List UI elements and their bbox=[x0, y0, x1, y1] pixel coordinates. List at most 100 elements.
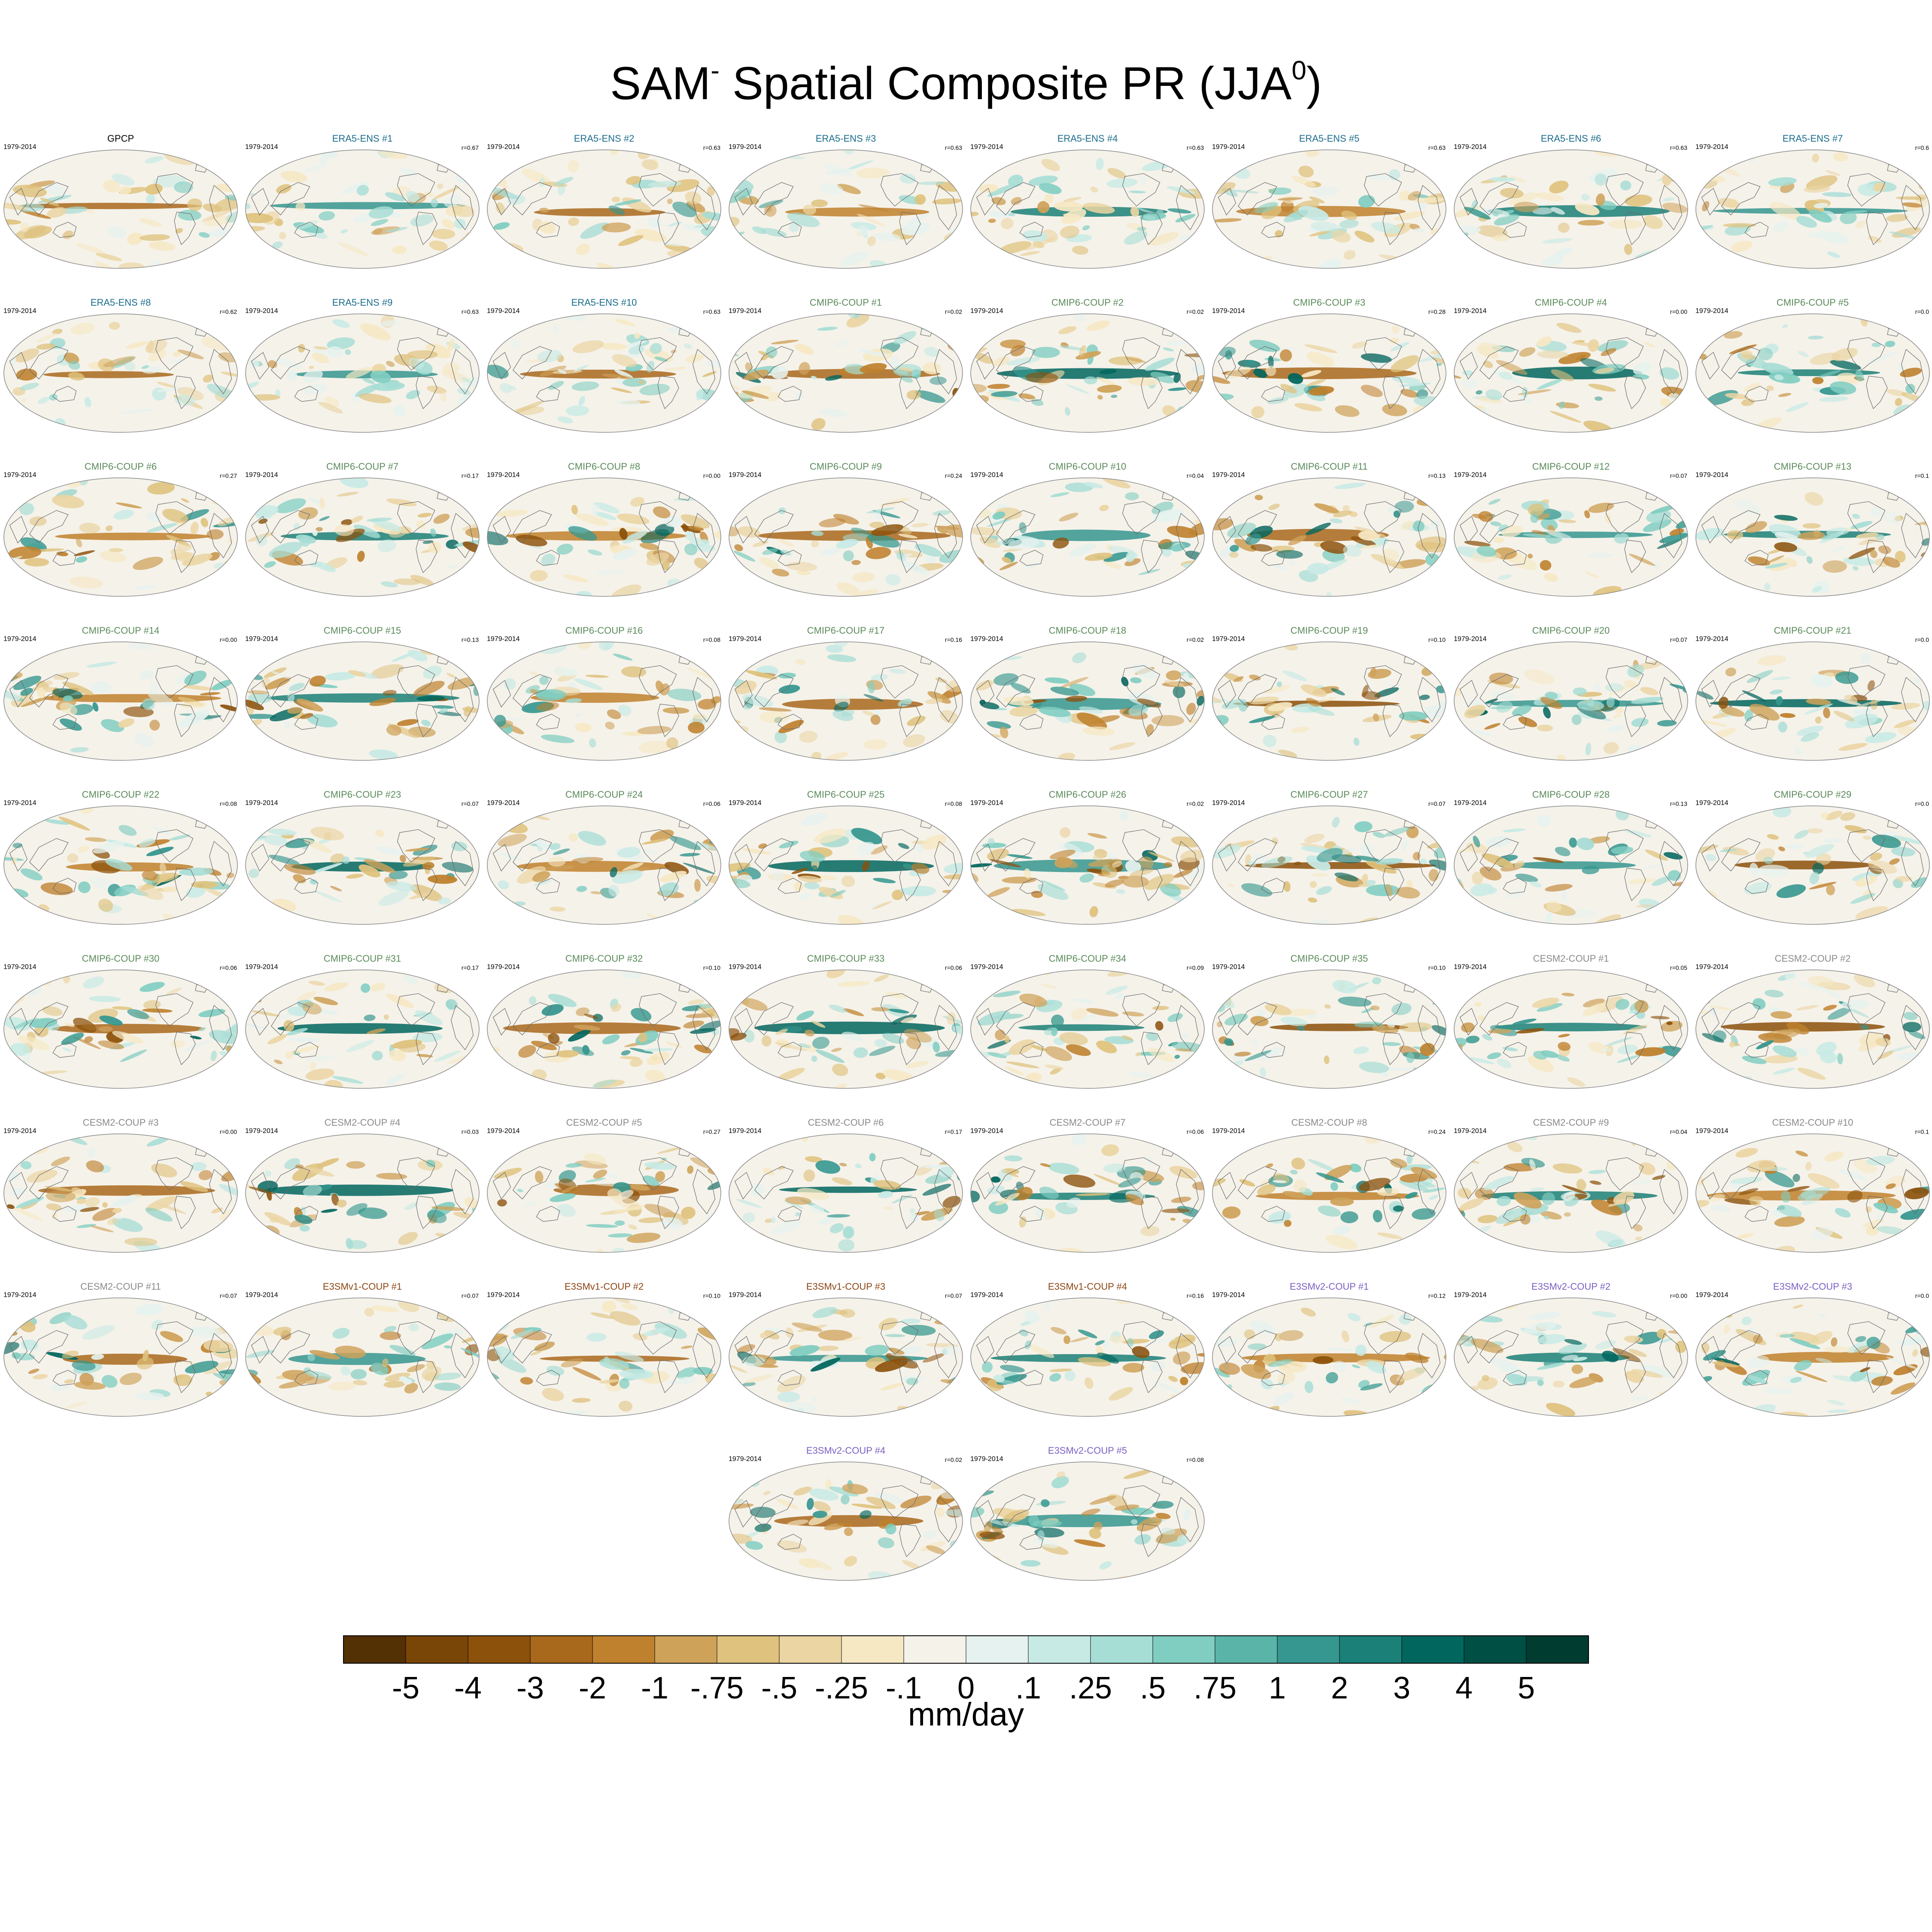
anomaly-blob bbox=[1148, 232, 1179, 246]
anomaly-blob bbox=[77, 845, 89, 853]
anomaly-blob bbox=[1757, 347, 1773, 361]
anomaly-blob bbox=[324, 982, 348, 992]
anomaly-blob bbox=[1275, 230, 1283, 238]
anomaly-blob bbox=[621, 1050, 631, 1056]
precip-anomaly-map bbox=[970, 1133, 1205, 1253]
precip-anomaly-map bbox=[487, 1297, 721, 1417]
map-border bbox=[729, 477, 963, 597]
panel-title: CMIP6-COUP #9 bbox=[809, 461, 882, 472]
anomaly-blob bbox=[1802, 523, 1821, 529]
anomaly-blob bbox=[1086, 1008, 1119, 1017]
anomaly-blob bbox=[1132, 663, 1157, 679]
anomaly-blob bbox=[1015, 1187, 1033, 1200]
anomaly-blob bbox=[1291, 1157, 1305, 1170]
anomaly-blob bbox=[527, 1410, 539, 1416]
anomaly-blob bbox=[493, 222, 510, 230]
anomaly-blob bbox=[446, 999, 458, 1010]
anomaly-blob bbox=[4, 1300, 27, 1312]
anomaly-blob bbox=[804, 882, 820, 890]
anomaly-blob bbox=[1653, 562, 1660, 569]
anomaly-blob bbox=[1135, 1052, 1142, 1057]
anomaly-blob bbox=[549, 1041, 563, 1047]
anomaly-blob bbox=[211, 1207, 223, 1213]
anomaly-blob bbox=[146, 512, 161, 522]
anomaly-blob bbox=[1805, 844, 1835, 858]
map-border bbox=[245, 805, 480, 925]
coastline bbox=[880, 501, 919, 535]
anomaly-blob bbox=[404, 975, 418, 984]
anomaly-blob bbox=[53, 672, 80, 680]
anomaly-blob bbox=[1354, 821, 1373, 832]
coastline bbox=[899, 540, 921, 573]
coastline bbox=[451, 185, 474, 231]
anomaly-blob bbox=[433, 513, 450, 524]
anomaly-blob bbox=[64, 1023, 75, 1027]
coastline bbox=[996, 182, 1036, 216]
anomaly-blob bbox=[1458, 1188, 1472, 1199]
precip-anomaly-map bbox=[3, 641, 238, 761]
map-border bbox=[1454, 805, 1688, 925]
anomaly-blob bbox=[1585, 743, 1592, 756]
anomaly-blob bbox=[1073, 314, 1085, 322]
coastline bbox=[899, 1524, 921, 1557]
anomaly-blob bbox=[1860, 653, 1871, 664]
precip-anomaly-map bbox=[729, 1461, 963, 1581]
anomaly-blob bbox=[937, 527, 948, 534]
map-panel: CMIP6-COUP #23 1979-2014 r=0.07 bbox=[242, 785, 483, 948]
anomaly-blob bbox=[301, 478, 314, 483]
anomaly-blob bbox=[517, 478, 529, 483]
anomaly-blob bbox=[1294, 403, 1322, 412]
anomaly-blob bbox=[148, 691, 174, 706]
coastline bbox=[976, 844, 995, 872]
anomaly-blob bbox=[1288, 535, 1306, 546]
anomaly-blob bbox=[1770, 1011, 1792, 1019]
anomaly-blob bbox=[987, 1185, 1005, 1194]
coastline bbox=[1605, 337, 1644, 371]
anomaly-blob bbox=[830, 890, 846, 897]
anomaly-blob bbox=[607, 709, 621, 720]
anomaly-blob bbox=[1422, 1188, 1446, 1193]
panel-title: CESM2-COUP #8 bbox=[1291, 1117, 1367, 1128]
anomaly-blob bbox=[565, 1163, 582, 1168]
anomaly-blob bbox=[546, 1365, 565, 1376]
anomaly-blob bbox=[1589, 1180, 1601, 1185]
anomaly-blob bbox=[13, 1138, 26, 1145]
anomaly-blob bbox=[1106, 178, 1138, 188]
coastline bbox=[657, 868, 679, 901]
anomaly-field bbox=[487, 150, 721, 268]
anomaly-blob bbox=[1399, 711, 1428, 721]
panel-period: 1979-2014 bbox=[1454, 143, 1487, 151]
anomaly-blob bbox=[665, 1042, 683, 1048]
panel-correlation: r=0.0 bbox=[1915, 800, 1929, 807]
anomaly-blob bbox=[297, 990, 317, 1001]
anomaly-blob bbox=[635, 229, 667, 242]
anomaly-blob bbox=[690, 1028, 716, 1034]
anomaly-blob bbox=[750, 1184, 765, 1196]
coastline bbox=[492, 352, 511, 380]
anomaly-blob bbox=[1418, 154, 1443, 158]
coastline bbox=[536, 550, 560, 566]
map-panel: CMIP6-COUP #30 1979-2014 r=0.06 bbox=[0, 949, 241, 1112]
anomaly-blob bbox=[638, 740, 671, 753]
precip-anomaly-map bbox=[1212, 1297, 1446, 1417]
anomaly-blob bbox=[440, 392, 447, 402]
coastline bbox=[1701, 1336, 1720, 1364]
anomaly-blob bbox=[1390, 337, 1399, 344]
anomaly-blob bbox=[1049, 850, 1075, 860]
anomaly-blob bbox=[1919, 995, 1929, 1002]
anomaly-blob bbox=[833, 513, 859, 525]
anomaly-blob bbox=[906, 390, 921, 400]
anomaly-blob bbox=[689, 484, 703, 494]
anomaly-blob bbox=[900, 1495, 932, 1509]
anomaly-blob bbox=[1339, 219, 1359, 229]
anomaly-blob bbox=[190, 522, 199, 535]
anomaly-blob bbox=[1129, 1072, 1154, 1078]
anomaly-blob bbox=[358, 864, 381, 878]
anomaly-blob bbox=[62, 681, 94, 696]
coastline bbox=[174, 1196, 196, 1229]
panel-title: ERA5-ENS #9 bbox=[332, 297, 393, 308]
anomaly-blob bbox=[578, 396, 585, 406]
map-border bbox=[1695, 149, 1930, 269]
anomaly-blob bbox=[1573, 687, 1587, 696]
anomaly-blob bbox=[1795, 747, 1801, 756]
